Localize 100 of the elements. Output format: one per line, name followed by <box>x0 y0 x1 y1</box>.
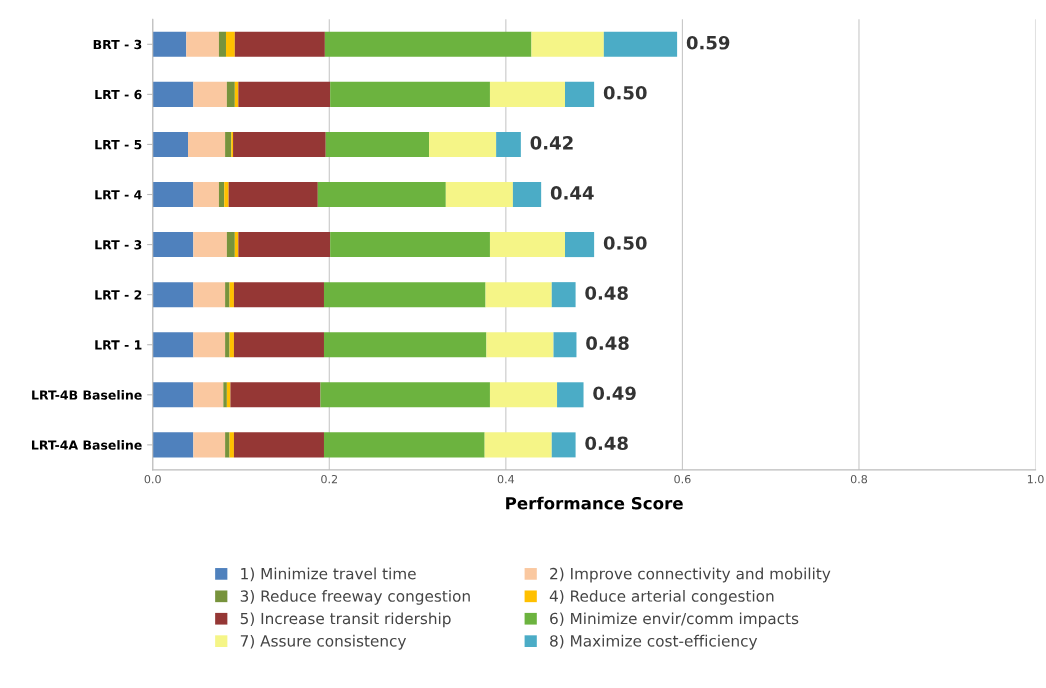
y-tick-label: LRT - 4 <box>95 190 142 200</box>
y-tick-label: LRT - 6 <box>95 89 142 100</box>
bar <box>238 232 331 258</box>
bar <box>603 31 678 57</box>
bar <box>486 332 554 358</box>
bar <box>228 182 318 208</box>
total-label: 0.50 <box>603 85 647 100</box>
bar <box>323 432 485 458</box>
bar <box>229 282 234 308</box>
bar <box>225 432 230 458</box>
bar <box>330 81 490 107</box>
bar <box>152 31 187 57</box>
bar <box>238 81 331 107</box>
total-label: 0.50 <box>603 236 647 250</box>
bar <box>324 31 532 57</box>
bar <box>218 31 226 57</box>
total-label: 0.48 <box>585 286 628 300</box>
legend-label: 4) Reduce arterial congestion <box>549 590 774 605</box>
y-tick-label: LRT-4A Baseline <box>32 440 142 450</box>
bar <box>564 81 595 107</box>
bar <box>531 31 604 57</box>
bar <box>445 182 513 208</box>
bar <box>152 282 194 308</box>
bar <box>152 432 194 458</box>
bar <box>325 131 430 157</box>
bar <box>429 131 497 157</box>
bar <box>226 81 235 107</box>
legend-label: 1) Minimize travel time <box>241 567 416 582</box>
bar <box>226 232 235 258</box>
legend-label: 7) Assure consistency <box>240 634 407 650</box>
y-tick-label: LRT - 1 <box>95 340 142 350</box>
bar <box>323 332 487 358</box>
bar <box>330 232 490 258</box>
y-tick-label: BRT - 3 <box>93 39 142 50</box>
y-tick-label: LRT - 5 <box>95 140 142 150</box>
legend-label: 5) Increase transit ridership <box>240 612 451 628</box>
bar <box>323 282 486 308</box>
x-tick-label: 0.0 <box>144 474 161 484</box>
bar <box>188 131 226 157</box>
bar <box>489 232 565 258</box>
bar <box>193 182 219 208</box>
bar <box>223 382 227 408</box>
bar <box>551 432 576 458</box>
bar <box>317 182 446 208</box>
total-label: 0.48 <box>586 336 629 350</box>
bar <box>485 282 552 308</box>
total-label: 0.44 <box>550 186 594 200</box>
bar <box>229 432 234 458</box>
x-tick-label: 0.4 <box>497 474 515 484</box>
legend-label: 3) Reduce freeway congestion <box>240 590 470 605</box>
bar <box>152 332 194 358</box>
bar <box>489 382 558 408</box>
bar <box>193 282 226 308</box>
total-label: 0.48 <box>585 436 628 451</box>
bar <box>152 232 194 258</box>
total-label: 0.42 <box>530 136 573 150</box>
y-tick-label: LRT - 2 <box>95 290 142 300</box>
bar <box>193 432 226 458</box>
bar <box>193 332 226 358</box>
legend-label: 2) Improve connectivity and mobility <box>550 567 831 583</box>
bar <box>551 282 576 308</box>
bar <box>489 81 565 107</box>
bar <box>225 131 232 157</box>
bar <box>225 332 230 358</box>
bar <box>233 282 324 308</box>
x-tick-label: 0.2 <box>321 474 337 484</box>
bar <box>233 432 324 458</box>
bar <box>233 332 324 358</box>
total-label: 0.49 <box>593 386 636 401</box>
y-tick-label: LRT-4B Baseline <box>32 390 142 400</box>
x-tick-label: 1.0 <box>1027 474 1044 484</box>
bar <box>218 182 225 208</box>
bar <box>512 182 542 208</box>
bar <box>234 31 325 57</box>
x-axis-title: Performance Score <box>506 496 683 510</box>
legend-label: 8) Maximize cost-efficiency <box>550 634 758 650</box>
bar <box>564 232 595 258</box>
bar <box>224 182 229 208</box>
bar <box>233 131 326 157</box>
bar <box>152 182 194 208</box>
bar <box>186 31 219 57</box>
bar <box>225 282 230 308</box>
bar <box>230 382 321 408</box>
legend-label: 6) Minimize envir/comm impacts <box>550 612 799 628</box>
bar <box>320 382 490 408</box>
x-tick-label: 0.6 <box>674 474 691 484</box>
bar <box>496 131 521 157</box>
bar <box>152 131 189 157</box>
bar <box>229 332 234 358</box>
bar <box>152 382 194 408</box>
x-tick-label: 0.8 <box>850 474 868 484</box>
y-tick-label: LRT - 3 <box>95 240 142 250</box>
total-label: 0.59 <box>686 35 730 50</box>
bar <box>193 232 227 258</box>
bar <box>193 382 224 408</box>
bar <box>225 31 235 57</box>
bar <box>193 81 227 107</box>
bar <box>557 382 584 408</box>
bar <box>553 332 577 358</box>
bar <box>484 432 552 458</box>
